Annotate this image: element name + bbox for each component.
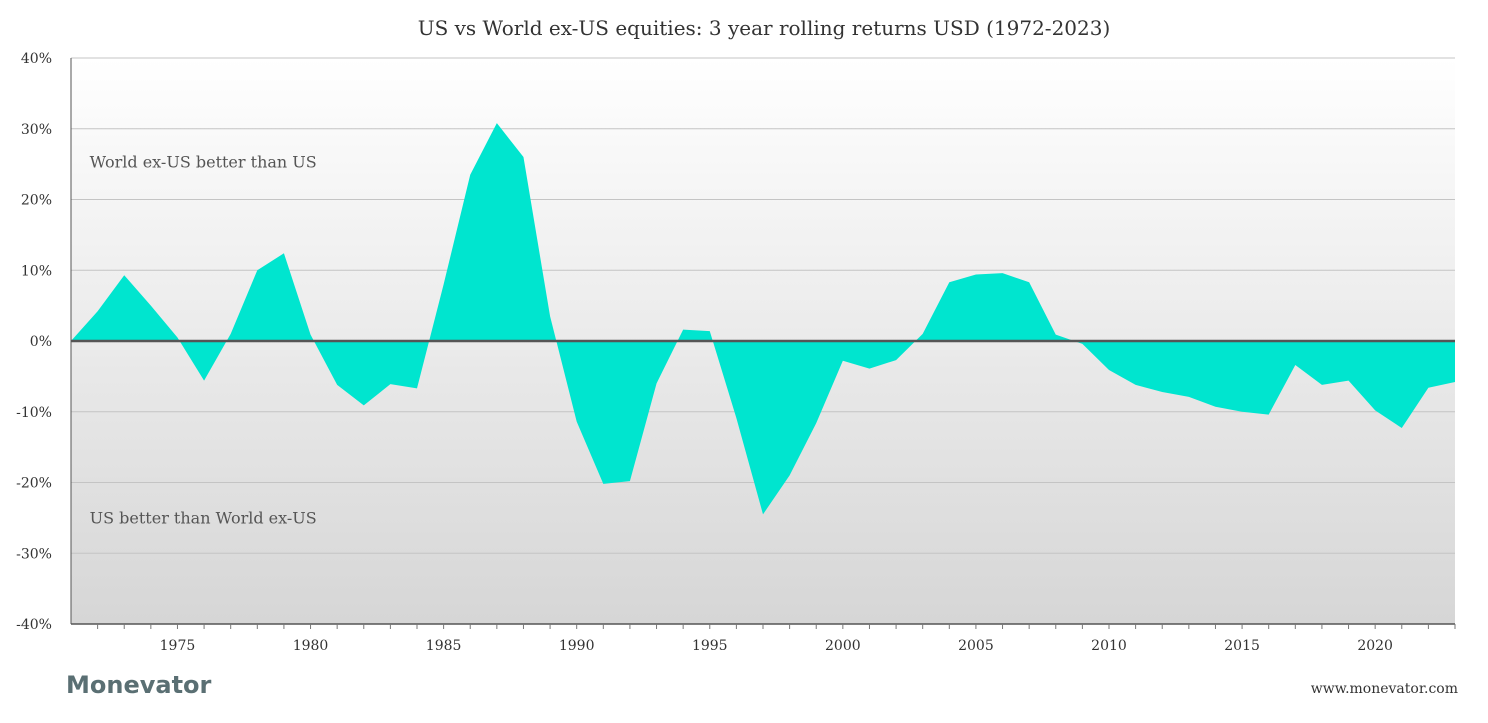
y-tick-label: 20% [21,193,52,209]
y-tick-label: -10% [16,405,52,421]
y-tick-label: 0% [30,334,52,350]
y-tick-label: 10% [21,263,52,279]
annotation-layer: World ex-US better than US US better than… [90,153,317,528]
x-tick-label: 1995 [692,638,728,654]
y-tick-label: -40% [16,617,52,633]
x-tick-label: 2015 [1224,638,1260,654]
monevator-logo: Monevator [66,671,212,699]
y-tick-label: 30% [21,122,52,138]
chart-annotation: US better than World ex-US [90,509,317,528]
x-tick-label: 2000 [825,638,861,654]
series-area [71,123,1455,515]
y-tick-label: -30% [16,546,52,562]
x-tick-label: 1990 [559,638,595,654]
x-tick-label: 1980 [293,638,329,654]
x-tick-label: 1975 [160,638,196,654]
x-tick-label: 1985 [426,638,462,654]
x-tick-label: 2005 [958,638,994,654]
x-tick-label: 2020 [1357,638,1393,654]
chart-annotation: World ex-US better than US [90,153,317,172]
y-tick-label: -20% [16,476,52,492]
y-tick-label: 40% [21,51,52,67]
x-tick-label: 2010 [1091,638,1127,654]
chart-title: US vs World ex-US equities: 3 year rolli… [418,16,1111,40]
footer-url: www.monevator.com [1311,681,1458,697]
axis-layer: 40% 30% 20% 10% 0% -10% -20% -30% -40% 1975 1980 19… [16,51,1456,654]
area-layer [71,123,1455,515]
